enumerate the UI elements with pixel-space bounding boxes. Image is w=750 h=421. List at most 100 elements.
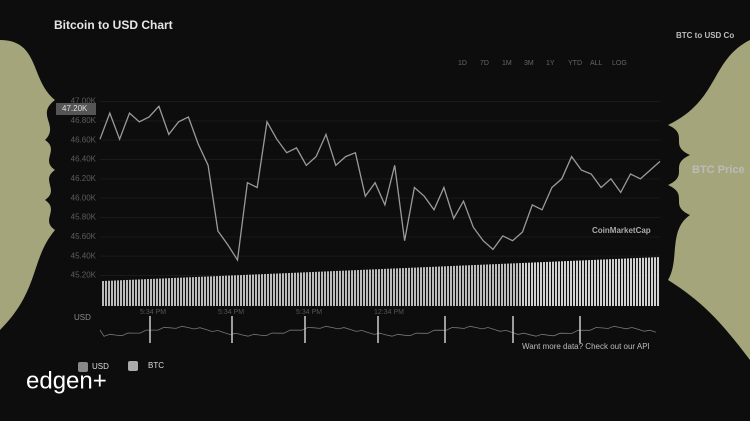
volume-stripe — [111, 280, 113, 306]
volume-stripe — [471, 265, 473, 306]
range-button[interactable]: YTD — [568, 60, 582, 67]
sidebar-title: BTC to USD Co — [676, 31, 734, 40]
range-button[interactable]: 1Y — [546, 60, 555, 67]
volume-stripe — [582, 260, 584, 306]
volume-stripe — [378, 269, 380, 306]
range-button[interactable]: 3M — [524, 60, 534, 67]
volume-stripe — [399, 268, 401, 306]
volume-stripe — [246, 274, 248, 306]
volume-stripe — [618, 258, 620, 306]
volume-stripe — [285, 273, 287, 306]
volume-stripe — [207, 276, 209, 306]
range-button[interactable]: LOG — [612, 60, 627, 67]
volume-stripe — [519, 263, 521, 306]
volume-stripe — [306, 272, 308, 306]
volume-stripe — [432, 266, 434, 306]
sidebar-price-heading: BTC Price — [692, 164, 745, 176]
range-button[interactable]: 1D — [458, 60, 467, 67]
volume-stripe — [270, 273, 272, 306]
volume-stripe — [147, 279, 149, 306]
volume-stripe — [234, 275, 236, 306]
volume-stripe — [189, 277, 191, 306]
x-tick-label: 5:34 PM — [140, 309, 166, 316]
volume-stripe — [126, 279, 128, 306]
volume-stripe — [108, 280, 110, 306]
volume-stripe — [558, 261, 560, 306]
volume-stripe — [243, 274, 245, 306]
x-tick-label: 12:34 PM — [374, 309, 404, 316]
volume-stripe — [588, 260, 590, 306]
volume-stripe — [417, 267, 419, 306]
volume-stripe — [513, 263, 515, 306]
volume-stripe — [342, 270, 344, 306]
volume-stripe — [123, 280, 125, 306]
range-button[interactable]: ALL — [590, 60, 603, 67]
volume-stripe — [603, 259, 605, 306]
y-tick-label: 46.00K — [71, 193, 97, 202]
volume-stripe — [546, 261, 548, 306]
volume-stripe — [459, 265, 461, 306]
y-tick-label: 46.20K — [71, 174, 97, 183]
volume-stripe — [636, 258, 638, 306]
volume-stripe — [282, 273, 284, 306]
volume-stripe — [654, 257, 656, 306]
x-tick-label: 5:34 PM — [296, 309, 322, 316]
legend-swatch — [128, 361, 138, 371]
volume-stripe — [498, 263, 500, 306]
volume-stripe — [462, 265, 464, 306]
volume-stripe — [132, 279, 134, 306]
volume-stripe — [486, 264, 488, 306]
volume-stripe — [252, 274, 254, 306]
volume-stripe — [276, 273, 278, 306]
volume-stripe — [438, 266, 440, 306]
volume-stripe — [288, 273, 290, 306]
volume-stripe — [225, 275, 227, 306]
volume-stripe — [612, 259, 614, 306]
volume-stripe — [549, 261, 551, 306]
volume-stripe — [177, 277, 179, 306]
volume-stripe — [396, 268, 398, 306]
volume-stripe — [480, 264, 482, 306]
y-tick-label: 46.80K — [71, 116, 97, 125]
volume-stripe — [627, 258, 629, 306]
volume-stripe — [348, 270, 350, 306]
volume-stripe — [405, 267, 407, 306]
volume-stripe — [561, 261, 563, 306]
volume-stripe — [411, 267, 413, 306]
volume-stripe — [555, 261, 557, 306]
current-price-badge — [56, 103, 96, 115]
volume-stripe — [180, 277, 182, 306]
volume-stripe — [186, 277, 188, 306]
volume-stripe — [351, 270, 353, 306]
volume-stripe — [366, 269, 368, 306]
volume-stripe — [645, 257, 647, 306]
volume-stripe — [264, 274, 266, 306]
volume-stripe — [468, 265, 470, 306]
current-price-label: 47.20K — [62, 104, 88, 113]
volume-stripe — [420, 267, 422, 306]
volume-stripe — [105, 280, 107, 306]
range-button[interactable]: 7D — [480, 60, 489, 67]
volume-stripe — [615, 258, 617, 306]
volume-stripe — [336, 270, 338, 306]
volume-stripe — [501, 263, 503, 306]
volume-stripe — [534, 262, 536, 306]
page-title: Bitcoin to USD Chart — [54, 18, 173, 32]
volume-stripe — [294, 272, 296, 306]
price-line — [99, 105, 661, 262]
volume-stripe — [339, 270, 341, 306]
volume-stripe — [450, 266, 452, 306]
volume-stripe — [465, 265, 467, 306]
volume-stripe — [372, 269, 374, 306]
volume-stripe — [300, 272, 302, 306]
range-button[interactable]: 1M — [502, 60, 512, 67]
left-wave — [0, 40, 55, 330]
volume-stripe — [240, 275, 242, 306]
volume-stripe — [183, 277, 185, 306]
volume-stripe — [237, 275, 239, 306]
volume-stripe — [273, 273, 275, 306]
volume-stripe — [567, 261, 569, 306]
volume-stripe — [135, 279, 137, 306]
volume-stripe — [651, 257, 653, 306]
